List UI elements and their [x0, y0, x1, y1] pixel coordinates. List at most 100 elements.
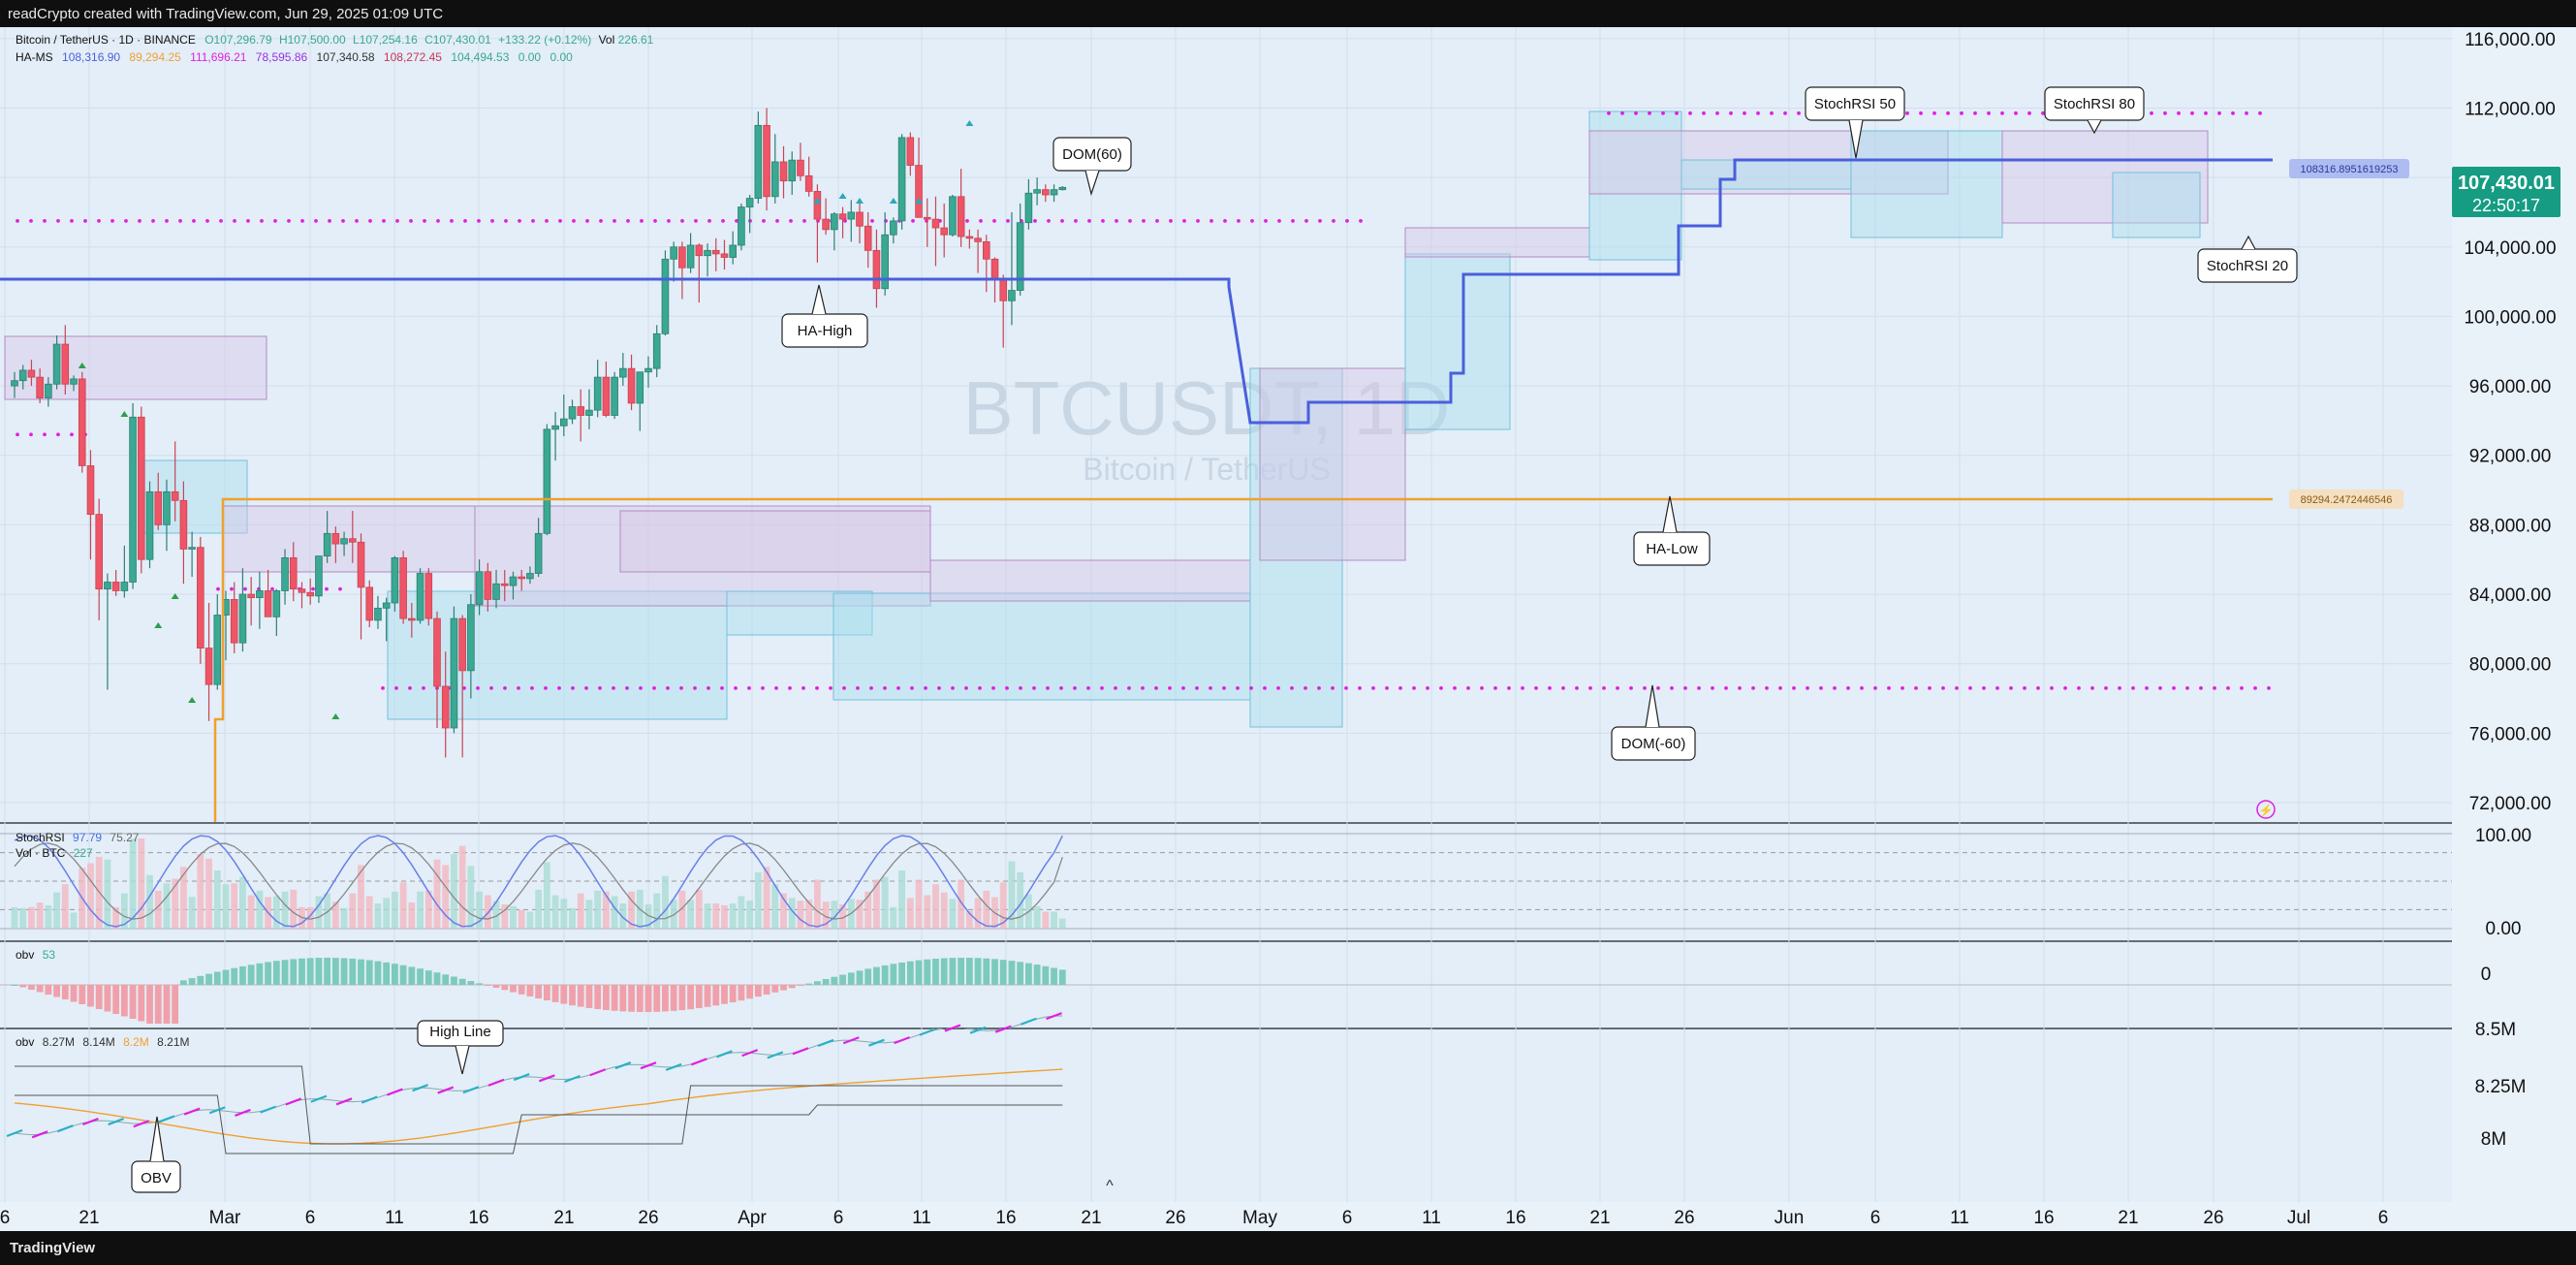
- time-tick: 11: [912, 1208, 931, 1228]
- candle-body: [416, 573, 424, 621]
- time-tick: 6: [833, 1208, 844, 1228]
- dom-neg60-dot: [1304, 685, 1307, 690]
- obv-bar: [670, 985, 677, 1011]
- dom-neg60-dot: [2226, 685, 2230, 690]
- watermark-symbol: BTCUSDT, 1D: [963, 365, 1451, 451]
- volume-bar: [873, 879, 880, 929]
- obv-bar: [560, 985, 568, 1004]
- dom-high-dot: [2245, 111, 2248, 115]
- candle-body: [1042, 189, 1050, 196]
- time-tick: 21: [1589, 1208, 1610, 1228]
- dom-neg60-dot: [652, 685, 656, 690]
- dom-dot: [243, 586, 247, 591]
- ha-box: [1588, 130, 1949, 195]
- dom-neg60-dot: [1412, 685, 1416, 690]
- candle-body: [915, 165, 923, 218]
- obv-signal: [387, 1088, 403, 1096]
- hams-value: 107,340.58: [317, 50, 375, 64]
- obv-bar: [265, 962, 271, 985]
- dom-neg60-dot: [1643, 685, 1647, 690]
- candle-body: [129, 416, 137, 583]
- dom-neg60-dot: [1968, 685, 1972, 690]
- stochrsi-legend: StochRSI 97.79 75.27: [16, 831, 140, 844]
- dom-neg60-dot: [1426, 685, 1429, 690]
- obv-signal: [741, 1049, 759, 1058]
- candle-body: [441, 685, 450, 729]
- dom-neg60-dot: [381, 685, 385, 690]
- dom-neg60-dot: [910, 685, 914, 690]
- dom-neg60-dot: [1100, 685, 1104, 690]
- last-price-label: 107,430.01 22:50:17: [2452, 167, 2560, 217]
- dom60-dot: [165, 218, 169, 223]
- candle-body: [61, 343, 70, 385]
- obv-bar: [19, 985, 27, 988]
- obv2-legend: obv 8.27M 8.14M 8.2M 8.21M: [16, 1035, 190, 1049]
- dom60-dot: [341, 218, 345, 223]
- dom-neg60-dot: [1507, 685, 1511, 690]
- ha-box: [1249, 367, 1343, 728]
- dom-neg60-dot: [1263, 685, 1267, 690]
- dom60-dot: [1304, 218, 1308, 223]
- candle-body: [500, 583, 509, 586]
- dom60-dot: [653, 218, 657, 223]
- volume-bar: [239, 876, 246, 929]
- dom60-dot: [192, 218, 196, 223]
- dom60-dot: [1182, 218, 1186, 223]
- dom60-dot: [178, 218, 182, 223]
- ha-box: [929, 559, 1251, 602]
- obv-bar: [349, 958, 357, 985]
- dom-high-dot: [1770, 111, 1774, 115]
- chart[interactable]: BTCUSDT, 1D Bitcoin / TetherUS DOM(60) H…: [0, 27, 2576, 1231]
- obv-bar: [11, 985, 18, 986]
- dom60-dot: [992, 218, 996, 223]
- dom60-dot: [1277, 218, 1281, 223]
- volume-bar: [839, 904, 846, 929]
- dom-neg60-dot: [2172, 685, 2176, 690]
- volume-bar: [738, 896, 745, 929]
- dom60-dot: [300, 218, 304, 223]
- dom-neg60-dot: [1995, 685, 1999, 690]
- dom60-dot: [802, 218, 806, 223]
- candle-body: [678, 246, 686, 269]
- candle-body: [619, 367, 627, 378]
- alert-icon[interactable]: ⚡: [2256, 800, 2276, 819]
- volume-bar: [188, 897, 196, 929]
- candle-body: [847, 211, 856, 220]
- price-axis[interactable]: 116,000.00112,000.00108,000.00104,000.00…: [2464, 30, 2556, 814]
- ha-box: [1404, 253, 1511, 430]
- dom-neg60-dot: [544, 685, 548, 690]
- candle-body: [1058, 186, 1067, 191]
- callout-obv-text: OBV: [141, 1170, 172, 1186]
- signal-arrow: [915, 198, 924, 204]
- candle-body: [348, 538, 357, 543]
- candle-body: [534, 532, 543, 574]
- dom60-dot: [1250, 218, 1254, 223]
- stoch-d-line: [14, 842, 1063, 920]
- candle-body: [568, 406, 577, 420]
- obv-bar: [594, 985, 602, 1010]
- dom-high-dot: [2177, 111, 2181, 115]
- time-tick: 11: [1950, 1208, 1969, 1228]
- levels: [16, 111, 2271, 690]
- dom-neg60-dot: [2240, 685, 2244, 690]
- obv-bar: [738, 985, 745, 1001]
- dom60-dot: [1128, 218, 1132, 223]
- candle-body: [661, 258, 670, 334]
- candle-body: [1024, 192, 1033, 224]
- dom-neg60-dot: [1439, 685, 1443, 690]
- obv-bar: [965, 958, 973, 985]
- dom60-dot: [585, 218, 589, 223]
- volume-bar: [958, 879, 965, 929]
- time-axis[interactable]: 6 21 Mar 6 11 16 21 26 Apr 6 11 16 21 26 May 6 11 16 21 26 J…: [0, 1208, 2388, 1228]
- volume-bar: [104, 859, 111, 929]
- obv-bar: [197, 975, 204, 985]
- time-tick: 16: [2033, 1208, 2054, 1228]
- candle-body: [864, 225, 872, 251]
- volume-bar: [763, 867, 770, 929]
- dom-neg60-dot: [1114, 685, 1117, 690]
- candle-body: [949, 196, 957, 236]
- dom-neg60-dot: [1738, 685, 1742, 690]
- obv-bar: [492, 985, 500, 989]
- dom60-dot: [246, 218, 250, 223]
- obv-signal: [183, 1107, 201, 1116]
